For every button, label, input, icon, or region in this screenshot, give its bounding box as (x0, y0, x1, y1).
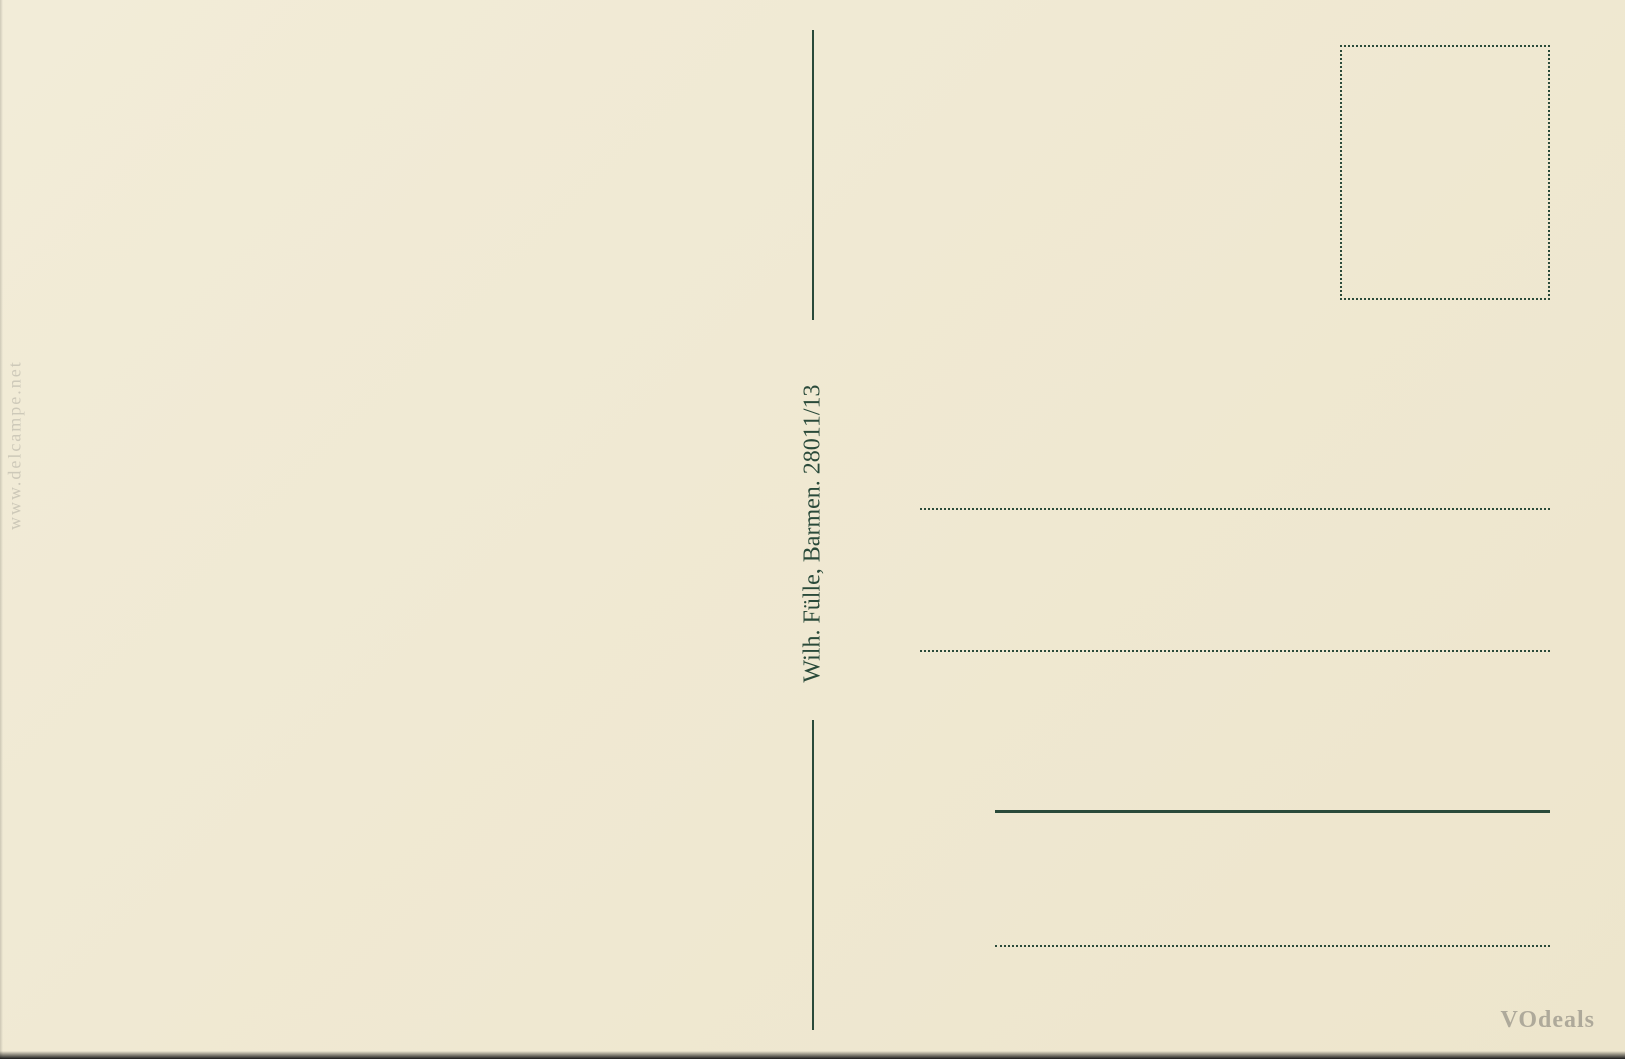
postcard-back: www.delcampe.net Wilh. Fülle, Barmen. 28… (0, 0, 1625, 1059)
center-divider-bottom (812, 720, 814, 1030)
watermark-vendor: VOdeals (1500, 1007, 1595, 1034)
edge-shadow-left (0, 0, 3, 1059)
address-line-2 (920, 650, 1550, 652)
center-divider-top (812, 30, 814, 320)
watermark-source: www.delcampe.net (5, 360, 26, 530)
stamp-placeholder (1340, 45, 1550, 300)
address-line-3 (995, 810, 1550, 813)
publisher-imprint: Wilh. Fülle, Barmen. 28011/13 (799, 384, 826, 682)
edge-shadow-bottom (0, 1051, 1625, 1059)
address-line-1 (920, 508, 1550, 510)
address-line-4 (995, 945, 1550, 947)
